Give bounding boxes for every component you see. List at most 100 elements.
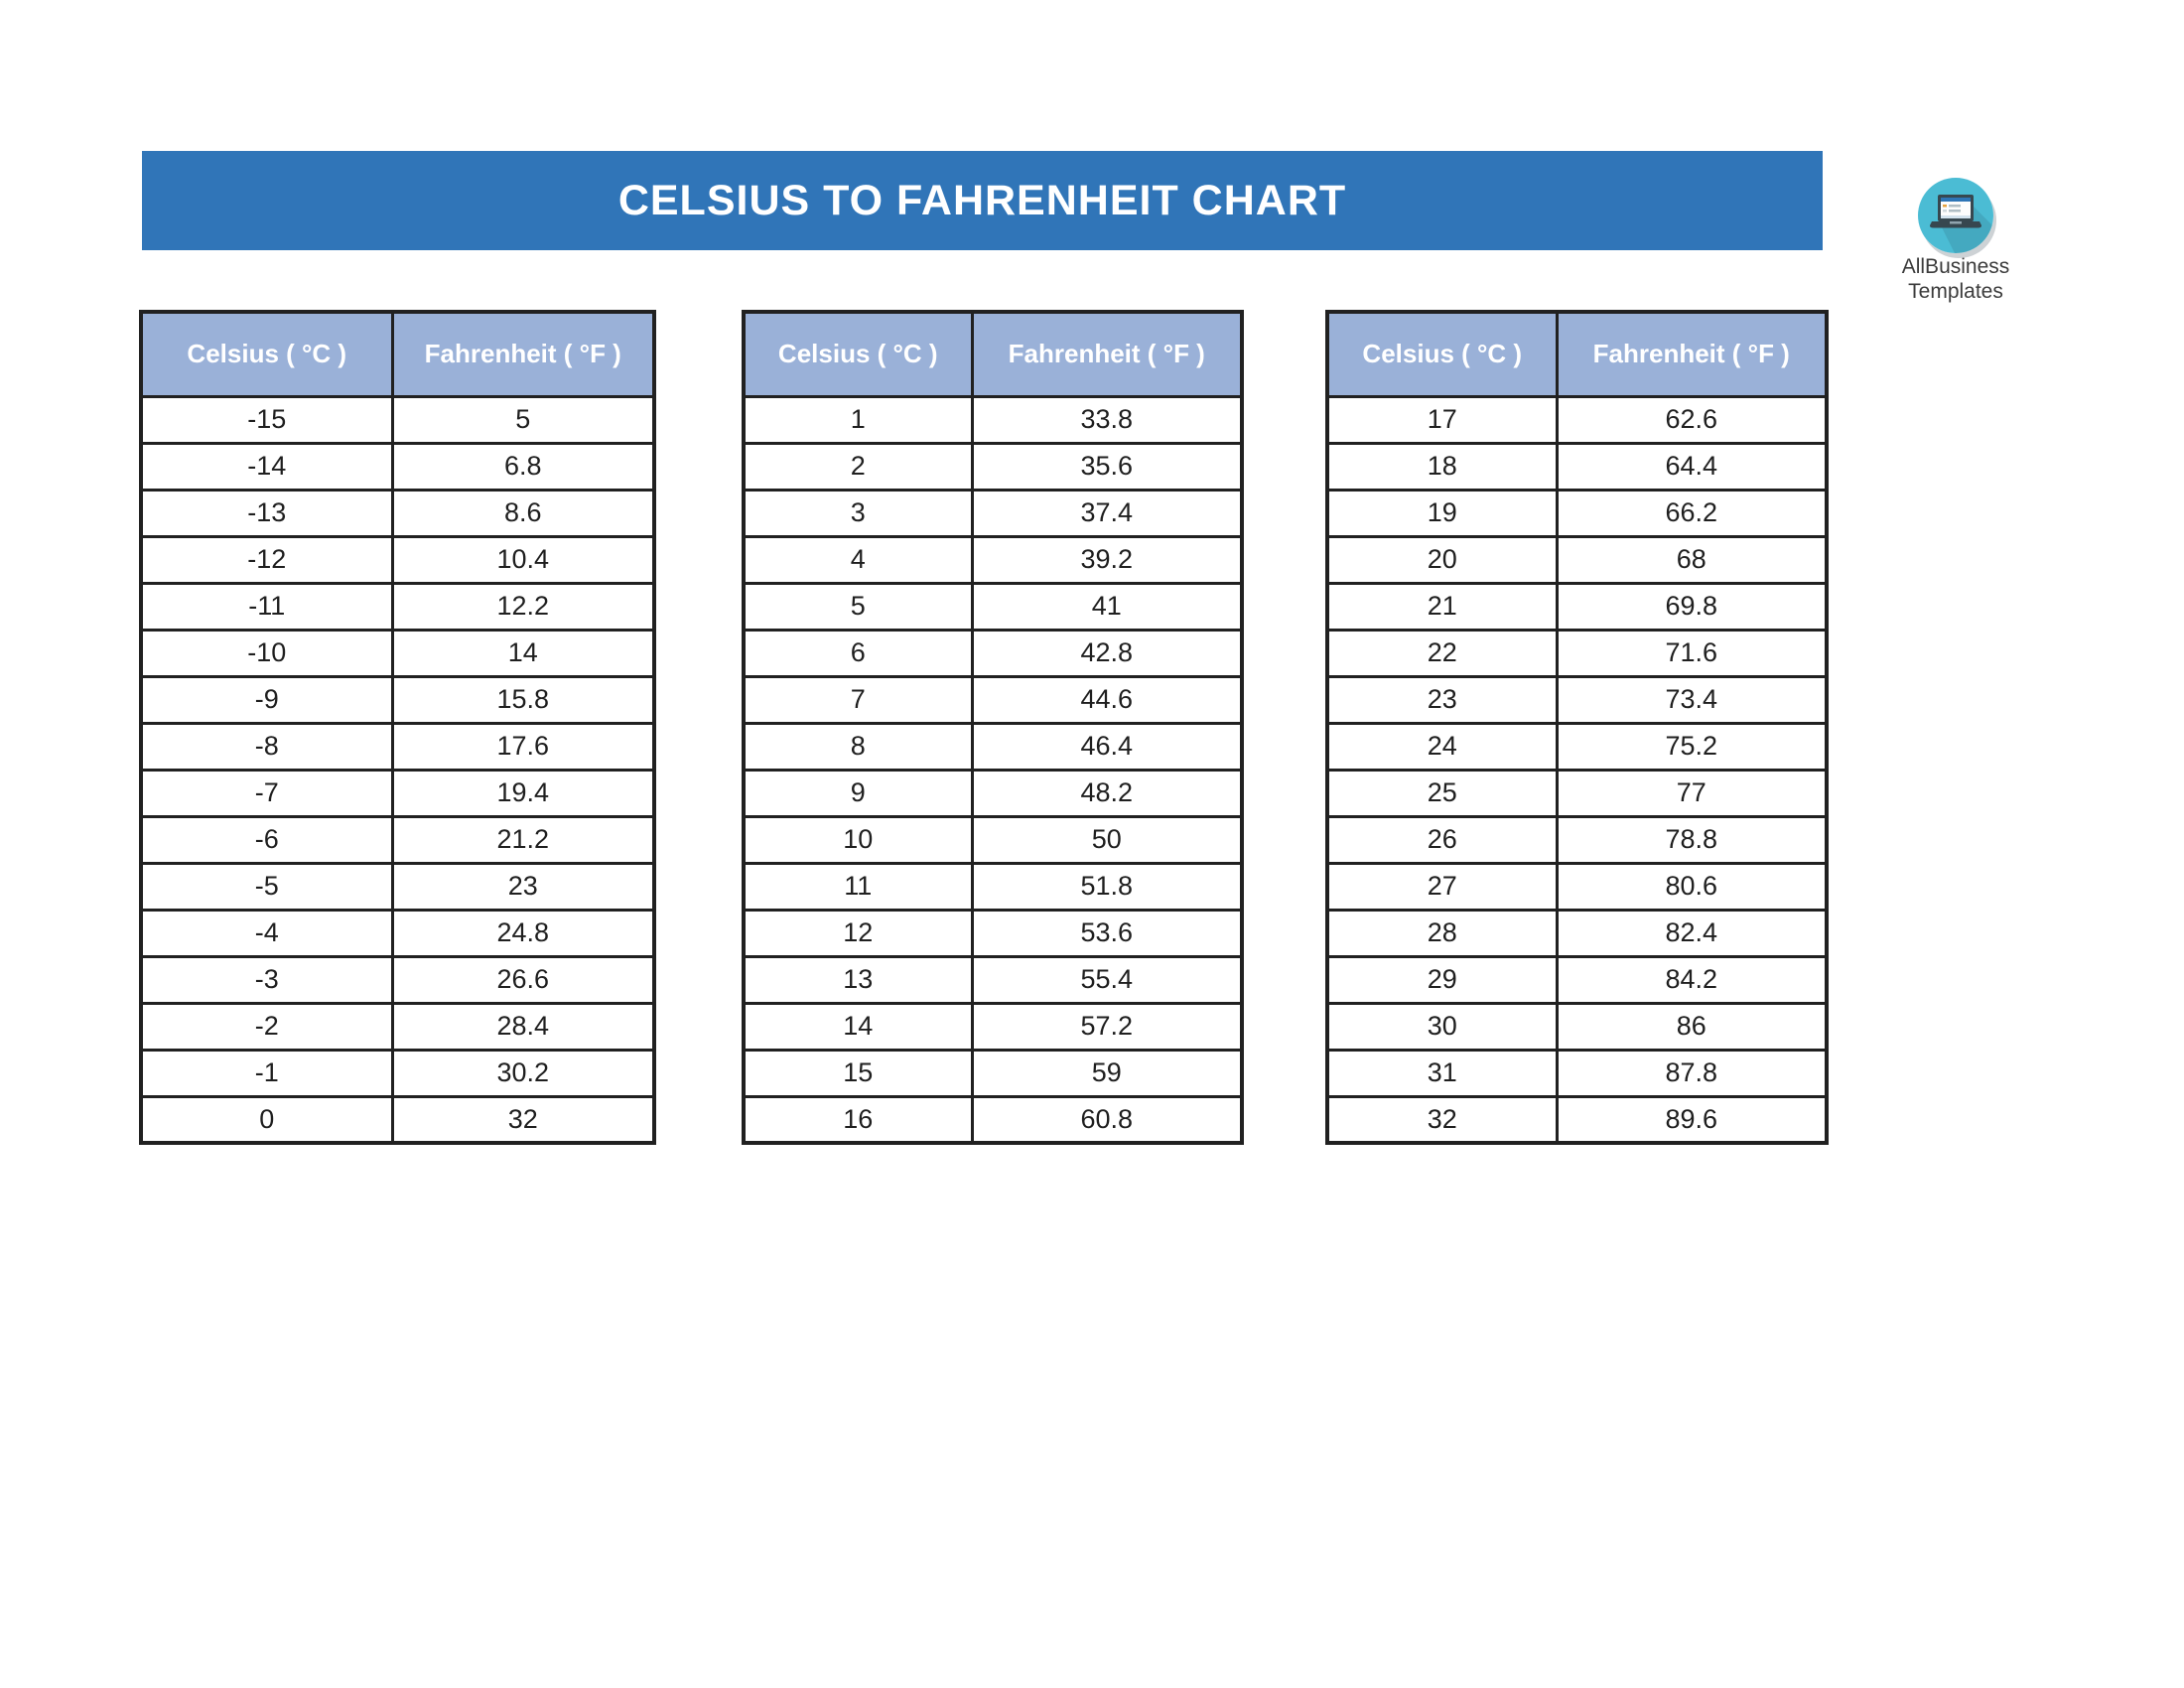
table-row: 13 55.4	[742, 954, 1244, 1005]
table-row: 14 57.2	[742, 1001, 1244, 1052]
table-cell: -10	[139, 628, 394, 678]
table-cell: 17	[1325, 394, 1559, 445]
table-cell: 51.8	[970, 861, 1244, 912]
table-row: 29 84.2	[1325, 954, 1829, 1005]
table-cell: 12.2	[390, 581, 656, 632]
table-cell: 50	[970, 814, 1244, 865]
table-row: -13 8.6	[139, 488, 656, 538]
table-row: 24 75.2	[1325, 721, 1829, 772]
table-row: 15 59	[742, 1048, 1244, 1098]
table-cell: 27	[1325, 861, 1559, 912]
table-cell: -6	[139, 814, 394, 865]
table-cell: 29	[1325, 954, 1559, 1005]
table-cell: -2	[139, 1001, 394, 1052]
table-cell: 2	[742, 441, 974, 492]
table-row: 20 68	[1325, 534, 1829, 585]
table-row: -7 19.4	[139, 768, 656, 818]
header-row: Celsius ( °C ) Fahrenheit ( °F )	[139, 310, 656, 398]
column-header-fahrenheit: Fahrenheit ( °F )	[970, 310, 1244, 398]
table-row: 21 69.8	[1325, 581, 1829, 632]
table-cell: 46.4	[970, 721, 1244, 772]
table-cell: 6.8	[390, 441, 656, 492]
table-row: 3 37.4	[742, 488, 1244, 538]
table-cell: 75.2	[1555, 721, 1829, 772]
table-cell: 57.2	[970, 1001, 1244, 1052]
table-cell: 1	[742, 394, 974, 445]
table-cell: 21.2	[390, 814, 656, 865]
column-header-celsius: Celsius ( °C )	[139, 310, 394, 398]
table-row: -5 23	[139, 861, 656, 912]
table-cell: 4	[742, 534, 974, 585]
table-cell: 3	[742, 488, 974, 538]
table-cell: -15	[139, 394, 394, 445]
column-header-fahrenheit: Fahrenheit ( °F )	[1555, 310, 1829, 398]
header-row: Celsius ( °C ) Fahrenheit ( °F )	[1325, 310, 1829, 398]
table-cell: 80.6	[1555, 861, 1829, 912]
table-row: 16 60.8	[742, 1094, 1244, 1145]
table-cell: 13	[742, 954, 974, 1005]
table-cell: 86	[1555, 1001, 1829, 1052]
table-cell: 42.8	[970, 628, 1244, 678]
table-cell: 28.4	[390, 1001, 656, 1052]
table-row: 0 32	[139, 1094, 656, 1145]
table-cell: 9	[742, 768, 974, 818]
table-cell: 20	[1325, 534, 1559, 585]
table-row: 28 82.4	[1325, 908, 1829, 958]
table-cell: 15.8	[390, 674, 656, 725]
table-row: -3 26.6	[139, 954, 656, 1005]
table-cell: 64.4	[1555, 441, 1829, 492]
table-cell: 19.4	[390, 768, 656, 818]
table-row: 5 41	[742, 581, 1244, 632]
table-cell: 5	[742, 581, 974, 632]
table-cell: 10.4	[390, 534, 656, 585]
conversion-table-2: Celsius ( °C ) Fahrenheit ( °F ) 1 33.8 2 3…	[742, 310, 1244, 1145]
table-row: 7 44.6	[742, 674, 1244, 725]
table-row: 10 50	[742, 814, 1244, 865]
table-row: 27 80.6	[1325, 861, 1829, 912]
table-row: 31 87.8	[1325, 1048, 1829, 1098]
table-cell: -13	[139, 488, 394, 538]
table-cell: 32	[390, 1094, 656, 1145]
table-row: -2 28.4	[139, 1001, 656, 1052]
table-cell: 37.4	[970, 488, 1244, 538]
conversion-table-3: Celsius ( °C ) Fahrenheit ( °F ) 17 62.6 1…	[1325, 310, 1829, 1145]
table-cell: -5	[139, 861, 394, 912]
logo-text-line1: AllBusiness	[1901, 255, 2010, 278]
table-cell: 11	[742, 861, 974, 912]
table-cell: 69.8	[1555, 581, 1829, 632]
table-cell: -8	[139, 721, 394, 772]
table-cell: 23	[390, 861, 656, 912]
table-cell: 33.8	[970, 394, 1244, 445]
table-cell: 87.8	[1555, 1048, 1829, 1098]
logo-text-line2: Templates	[1908, 280, 2003, 303]
table-row: 2 35.6	[742, 441, 1244, 492]
table-row: 1 33.8	[742, 394, 1244, 445]
table-row: 23 73.4	[1325, 674, 1829, 725]
table-cell: 53.6	[970, 908, 1244, 958]
table-cell: 25	[1325, 768, 1559, 818]
column-header-celsius: Celsius ( °C )	[742, 310, 974, 398]
table-cell: 24	[1325, 721, 1559, 772]
table-cell: 8.6	[390, 488, 656, 538]
table-cell: -11	[139, 581, 394, 632]
table-row: -12 10.4	[139, 534, 656, 585]
title-banner: CELSIUS TO FAHRENHEIT CHART	[142, 151, 1823, 250]
page-title: CELSIUS TO FAHRENHEIT CHART	[617, 176, 1347, 224]
table-row: 17 62.6	[1325, 394, 1829, 445]
table-row: -8 17.6	[139, 721, 656, 772]
table-cell: 32	[1325, 1094, 1559, 1145]
table-cell: 16	[742, 1094, 974, 1145]
table-cell: 68	[1555, 534, 1829, 585]
table-cell: 6	[742, 628, 974, 678]
table-cell: 17.6	[390, 721, 656, 772]
table-cell: 26.6	[390, 954, 656, 1005]
table-row: -14 6.8	[139, 441, 656, 492]
table-cell: 15	[742, 1048, 974, 1098]
table-cell: -9	[139, 674, 394, 725]
table-row: 26 78.8	[1325, 814, 1829, 865]
table-cell: 55.4	[970, 954, 1244, 1005]
table-row: 30 86	[1325, 1001, 1829, 1052]
table-cell: 30.2	[390, 1048, 656, 1098]
table-cell: 24.8	[390, 908, 656, 958]
